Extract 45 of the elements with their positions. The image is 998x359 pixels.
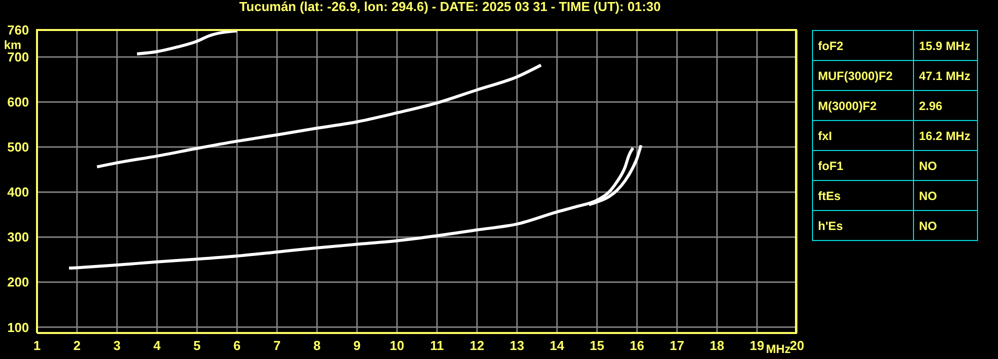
x-tick-label: 17 [670,338,684,354]
y-axis-title: km [4,38,22,52]
x-tick-label: 3 [113,338,121,354]
chart-title: Tucumán (lat: -26.9, lon: 294.6) - DATE: 2025 03 31 - TIME (UT): 01:30 [238,0,662,14]
x-tick-label: 7 [273,338,281,354]
y-tick-label: 500 [7,140,29,155]
text: NO [919,158,937,172]
x-tick-label: 13 [510,338,524,354]
text: 2.96 [919,98,942,112]
x-tick-label: 4 [153,338,162,354]
x-tick-label: 8 [313,338,321,354]
x-tick-label: 5 [193,338,201,354]
y-tick-label: 100 [7,320,29,335]
x-tick-label: 2 [73,338,81,354]
category-label: ftEs [812,180,914,210]
x-axis-title: MHz [766,342,791,356]
y-tick-label: 400 [7,184,29,200]
y-tick-label: 700 [7,50,29,65]
x-tick-label: 15 [590,338,604,354]
y-tick-label: 200 [7,274,29,290]
category-label: fxI [812,120,914,150]
x-tick-label: 12 [470,338,484,354]
category-label: h'Es [812,210,914,240]
y-tick-label: 300 [7,230,29,245]
text: NO [919,188,937,202]
text: 16.2 MHz [919,128,970,142]
x-tick-label: 1 [33,338,41,354]
x-tick-label: 9 [353,338,361,354]
x-tick-label: 16 [630,338,644,354]
category-label: foF2 [812,30,914,60]
text: 15.9 MHz [919,38,970,52]
category-label: M(3000)F2 [812,90,914,120]
category-label: foF1 [812,150,914,180]
x-tick-label: 11 [430,338,444,354]
x-tick-label: 6 [233,338,241,354]
x-tick-label: 18 [710,338,724,354]
text: 47.1 MHz [919,68,970,82]
x-tick-label: 20 [790,338,804,354]
x-tick-label: 19 [750,338,764,354]
x-tick-label: 10 [390,338,404,354]
text: NO [919,218,937,232]
y-tick-label: 760 [7,22,29,38]
category-label: MUF(3000)F2 [812,60,914,90]
y-tick-label: 600 [7,94,29,110]
x-tick-label: 14 [550,338,565,354]
